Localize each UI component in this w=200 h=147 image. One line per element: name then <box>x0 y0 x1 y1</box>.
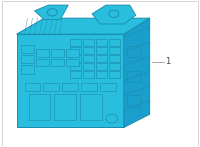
Bar <box>70 39 81 46</box>
Bar <box>21 66 34 74</box>
Bar <box>51 59 64 66</box>
Bar <box>109 71 120 78</box>
Bar <box>25 83 40 91</box>
Bar <box>21 55 34 63</box>
Bar <box>96 64 107 70</box>
Bar <box>70 64 81 70</box>
FancyBboxPatch shape <box>2 1 198 146</box>
Bar <box>80 94 102 120</box>
Bar <box>127 95 140 107</box>
Polygon shape <box>17 34 124 127</box>
Bar <box>127 46 140 57</box>
Bar <box>36 59 49 66</box>
Bar <box>70 71 81 78</box>
Bar <box>96 55 107 62</box>
Polygon shape <box>92 5 136 24</box>
Bar <box>83 55 94 62</box>
Bar <box>100 83 116 91</box>
Bar <box>62 83 78 91</box>
Bar <box>54 94 76 120</box>
Bar <box>83 39 94 46</box>
Bar <box>70 47 81 54</box>
Polygon shape <box>34 5 68 20</box>
Bar <box>43 83 59 91</box>
Bar <box>83 71 94 78</box>
Polygon shape <box>124 18 150 127</box>
Bar <box>109 47 120 54</box>
Bar <box>51 50 64 57</box>
Bar <box>21 45 34 53</box>
Bar <box>29 94 50 120</box>
Bar <box>109 39 120 46</box>
Bar <box>66 59 79 66</box>
Bar <box>36 50 49 57</box>
Bar <box>96 71 107 78</box>
Bar <box>96 39 107 46</box>
Bar <box>127 71 140 82</box>
Bar <box>109 55 120 62</box>
Bar <box>83 47 94 54</box>
Bar <box>96 47 107 54</box>
Bar <box>66 50 79 57</box>
Bar <box>109 64 120 70</box>
Bar <box>83 64 94 70</box>
Text: 1: 1 <box>166 57 171 66</box>
Bar <box>81 83 97 91</box>
Polygon shape <box>17 18 150 34</box>
Bar <box>70 55 81 62</box>
